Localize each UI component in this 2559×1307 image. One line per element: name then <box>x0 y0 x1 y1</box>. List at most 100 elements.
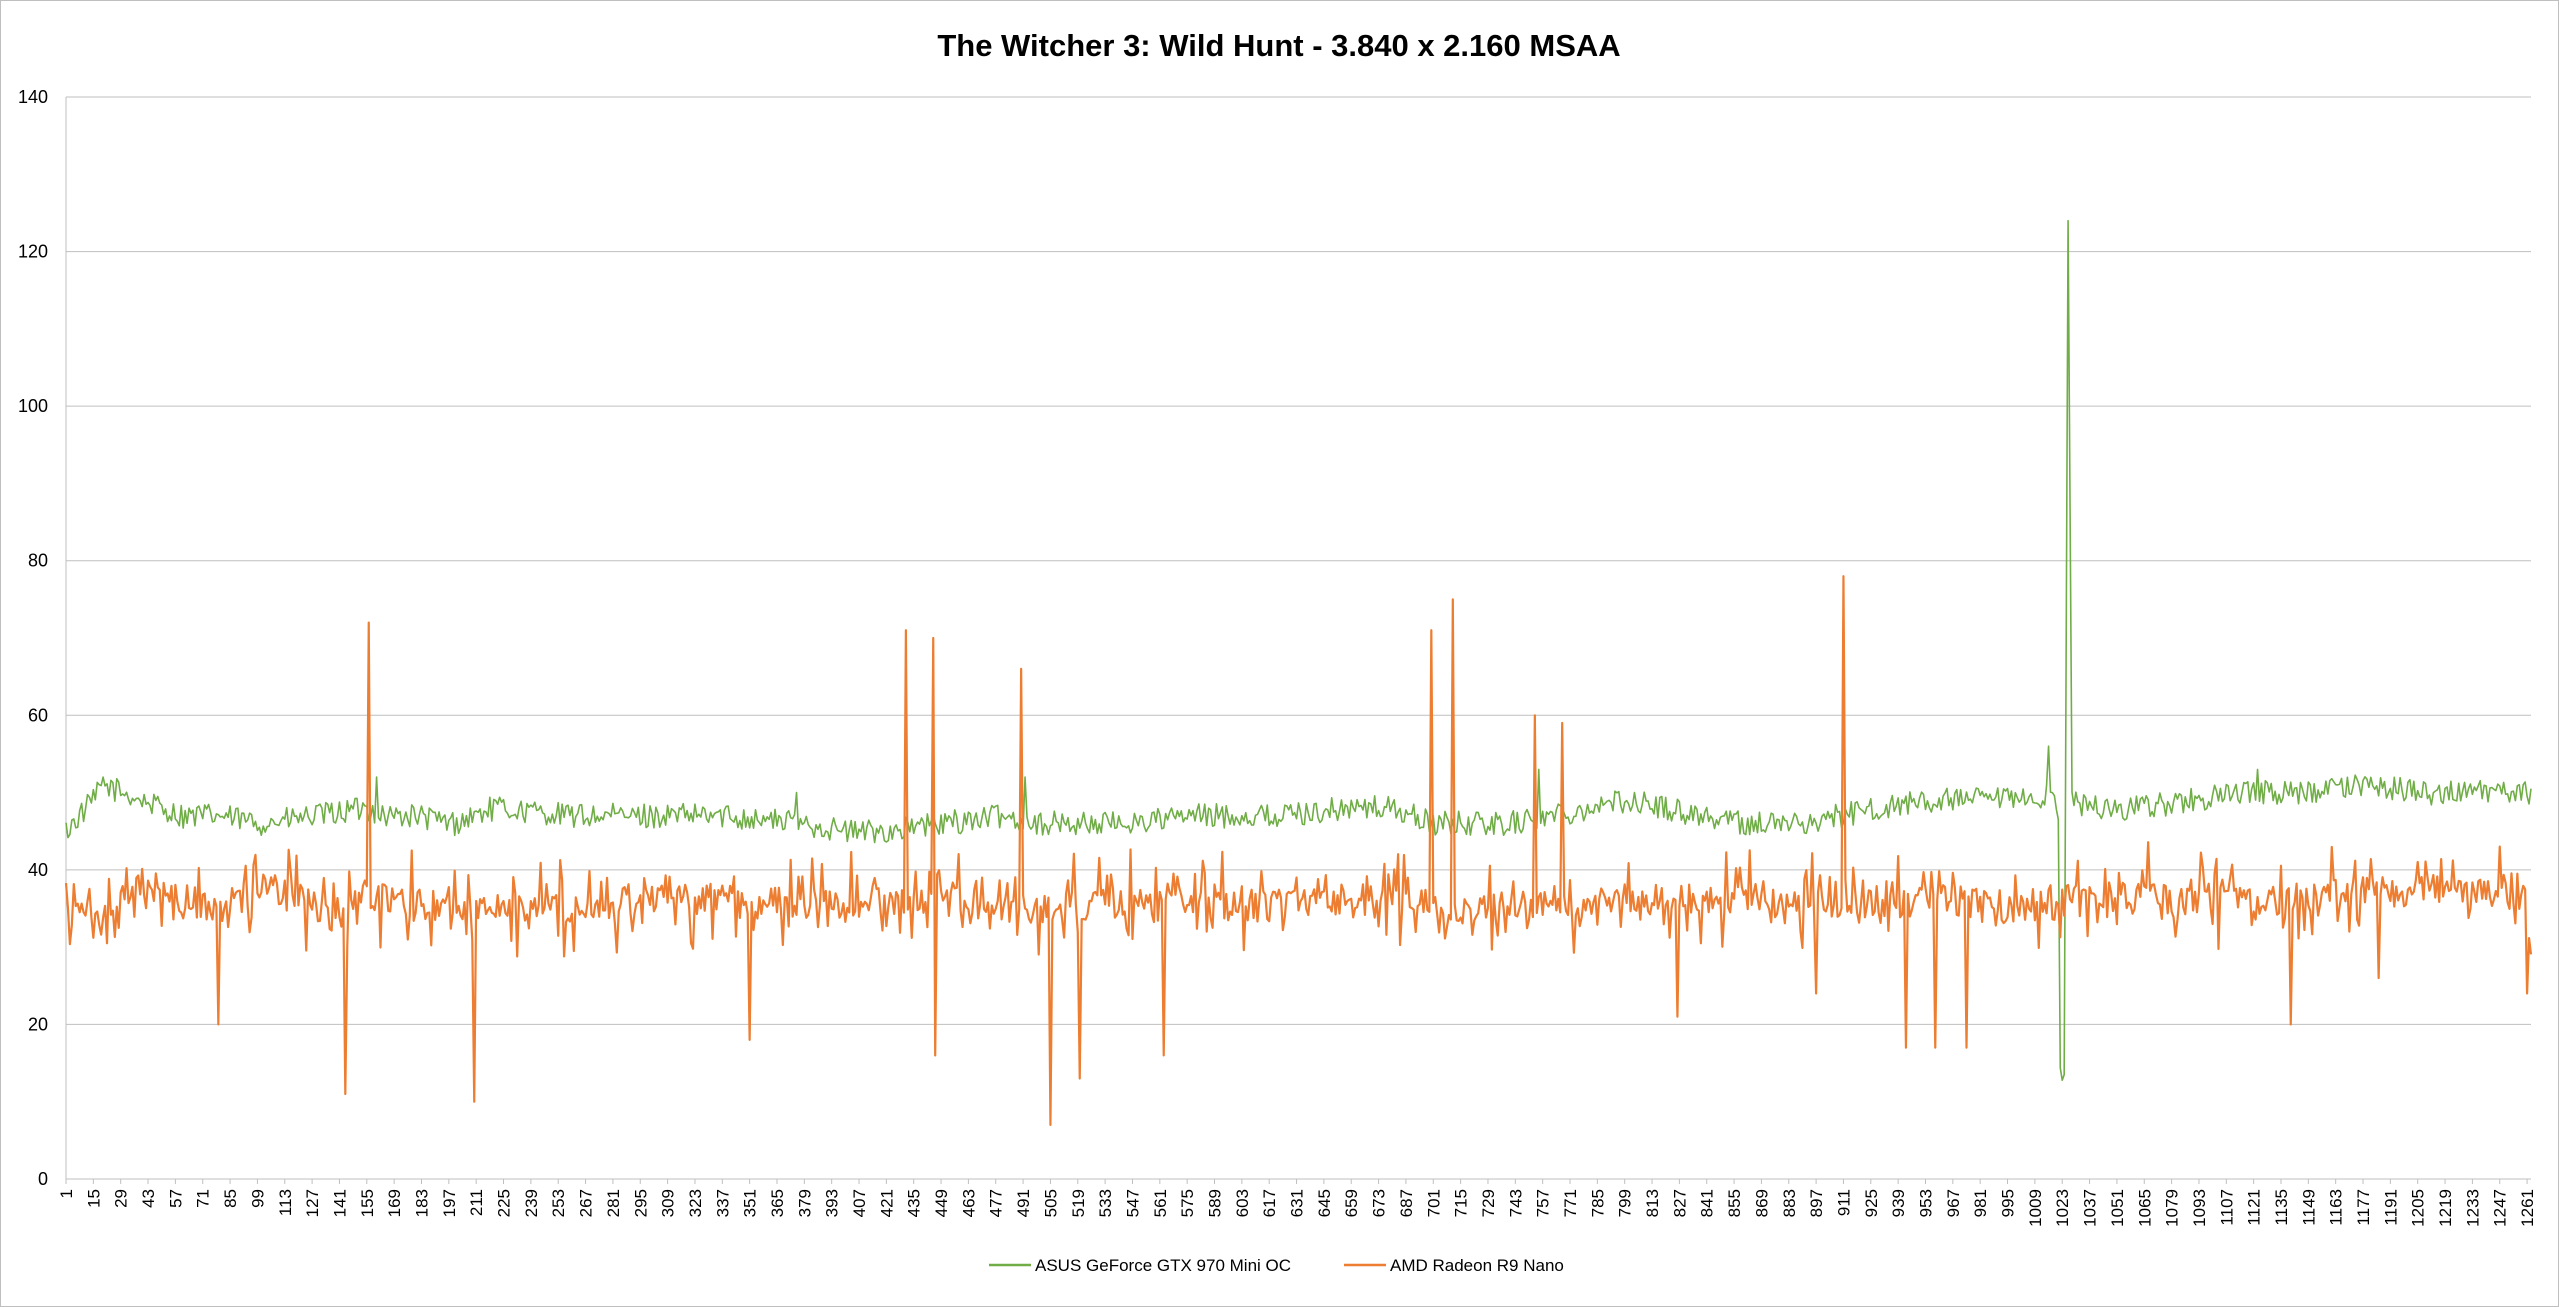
x-tick-label: 477 <box>987 1189 1006 1217</box>
gridlines <box>66 96 2531 1025</box>
axes <box>65 97 2531 1180</box>
x-tick-label: 673 <box>1370 1189 1389 1217</box>
x-tick-label: 1233 <box>2463 1189 2482 1227</box>
x-tick-label: 1037 <box>2081 1189 2100 1227</box>
x-tick-label: 113 <box>276 1189 295 1216</box>
x-tick-label: 771 <box>1561 1189 1580 1217</box>
y-axis-ticks: 0 20 40 60 80 100 120 140 <box>18 87 48 1189</box>
x-tick-label: 169 <box>385 1189 404 1217</box>
x-tick-label: 883 <box>1780 1189 1799 1217</box>
x-tick-label: 1079 <box>2163 1189 2182 1227</box>
x-tick-label: 589 <box>1206 1189 1225 1217</box>
x-tick-label: 15 <box>84 1189 103 1208</box>
x-tick-label: 211 <box>467 1189 486 1216</box>
x-tick-label: 617 <box>1260 1189 1279 1217</box>
x-tick-label: 631 <box>1288 1189 1307 1217</box>
x-tick-label: 603 <box>1233 1189 1252 1217</box>
x-tick-label: 1135 <box>2272 1189 2291 1226</box>
x-tick-label: 743 <box>1506 1189 1525 1217</box>
x-tick-label: 183 <box>412 1189 431 1217</box>
x-tick-label: 267 <box>577 1189 596 1217</box>
x-tick-label: 981 <box>1971 1189 1990 1217</box>
x-tick-label: 1261 <box>2518 1189 2537 1227</box>
x-tick-label: 687 <box>1397 1189 1416 1217</box>
x-tick-label: 799 <box>1616 1189 1635 1217</box>
y-tick-label: 140 <box>18 87 48 107</box>
x-tick-label: 29 <box>112 1189 131 1208</box>
x-tick-label: 1219 <box>2436 1189 2455 1227</box>
x-tick-label: 141 <box>330 1189 349 1217</box>
series-lines <box>64 219 2533 1126</box>
x-tick-label: 1023 <box>2053 1189 2072 1227</box>
x-tick-label: 533 <box>1096 1189 1115 1217</box>
x-tick-label: 127 <box>303 1189 322 1217</box>
x-tick-label: 449 <box>932 1189 951 1217</box>
x-tick-label: 547 <box>1123 1189 1142 1217</box>
x-tick-label: 869 <box>1752 1189 1771 1217</box>
x-tick-label: 575 <box>1178 1189 1197 1217</box>
x-tick-label: 841 <box>1698 1189 1717 1217</box>
x-tick-label: 1205 <box>2409 1189 2428 1227</box>
x-tick-label: 1051 <box>2108 1189 2127 1227</box>
x-tick-label: 911 <box>1834 1189 1853 1216</box>
x-tick-label: 1149 <box>2299 1189 2318 1226</box>
x-tick-label: 729 <box>1479 1189 1498 1217</box>
x-tick-label: 337 <box>713 1189 732 1217</box>
x-tick-label: 281 <box>604 1189 623 1217</box>
x-tick-label: 85 <box>221 1189 240 1208</box>
y-tick-label: 100 <box>18 396 48 416</box>
x-tick-label: 71 <box>194 1189 213 1208</box>
x-tick-label: 645 <box>1315 1189 1334 1217</box>
x-tick-label: 1065 <box>2135 1189 2154 1227</box>
x-tick-label: 953 <box>1916 1189 1935 1217</box>
y-tick-label: 60 <box>28 705 48 725</box>
x-tick-label: 967 <box>1944 1189 1963 1217</box>
x-tick-label: 1093 <box>2190 1189 2209 1227</box>
x-tick-label: 1191 <box>2381 1189 2400 1226</box>
y-tick-label: 20 <box>28 1014 48 1034</box>
x-tick-label: 505 <box>1041 1189 1060 1217</box>
x-tick-label: 701 <box>1424 1189 1443 1217</box>
y-tick-label: 0 <box>38 1169 48 1189</box>
chart-title: The Witcher 3: Wild Hunt - 3.840 x 2.160… <box>937 28 1620 63</box>
x-tick-label: 379 <box>795 1189 814 1217</box>
x-tick-label: 309 <box>659 1189 678 1217</box>
x-tick-label: 393 <box>823 1189 842 1217</box>
x-tick-label: 995 <box>1999 1189 2018 1217</box>
legend-label-r9nano: AMD Radeon R9 Nano <box>1390 1256 1564 1275</box>
y-tick-label: 120 <box>18 242 48 262</box>
x-tick-label: 491 <box>1014 1189 1033 1217</box>
y-tick-label: 40 <box>28 860 48 880</box>
x-tick-label: 1121 <box>2245 1189 2264 1226</box>
series-line-gtx970 <box>65 219 2532 1082</box>
x-tick-label: 463 <box>959 1189 978 1217</box>
x-tick-label: 519 <box>1069 1189 1088 1217</box>
x-tick-label: 1177 <box>2354 1189 2373 1226</box>
x-tick-label: 253 <box>549 1189 568 1217</box>
x-tick-label: 813 <box>1643 1189 1662 1217</box>
x-tick-label: 351 <box>741 1189 760 1217</box>
x-tick-label: 435 <box>905 1189 924 1217</box>
x-tick-label: 757 <box>1534 1189 1553 1217</box>
x-tick-label: 561 <box>1151 1189 1170 1217</box>
x-tick-label: 155 <box>358 1189 377 1217</box>
x-tick-label: 197 <box>440 1189 459 1217</box>
x-tick-label: 659 <box>1342 1189 1361 1217</box>
x-tick-label: 1 <box>57 1189 76 1198</box>
x-tick-label: 225 <box>495 1189 514 1217</box>
x-tick-label: 407 <box>850 1189 869 1217</box>
x-tick-label: 925 <box>1862 1189 1881 1217</box>
x-axis-ticks: 1 15 29 43 57 71 85 99 113 127 141 155 169 183 197 211 2… <box>57 1179 2537 1227</box>
x-tick-label: 57 <box>166 1189 185 1208</box>
x-tick-label: 1163 <box>2327 1189 2346 1226</box>
x-tick-label: 239 <box>522 1189 541 1217</box>
x-tick-label: 421 <box>877 1189 896 1217</box>
x-tick-label: 827 <box>1670 1189 1689 1217</box>
x-tick-label: 1107 <box>2217 1189 2236 1226</box>
x-tick-label: 715 <box>1452 1189 1471 1217</box>
x-tick-label: 295 <box>631 1189 650 1217</box>
x-tick-label: 43 <box>139 1189 158 1208</box>
series-line-r9nano <box>64 575 2533 1126</box>
